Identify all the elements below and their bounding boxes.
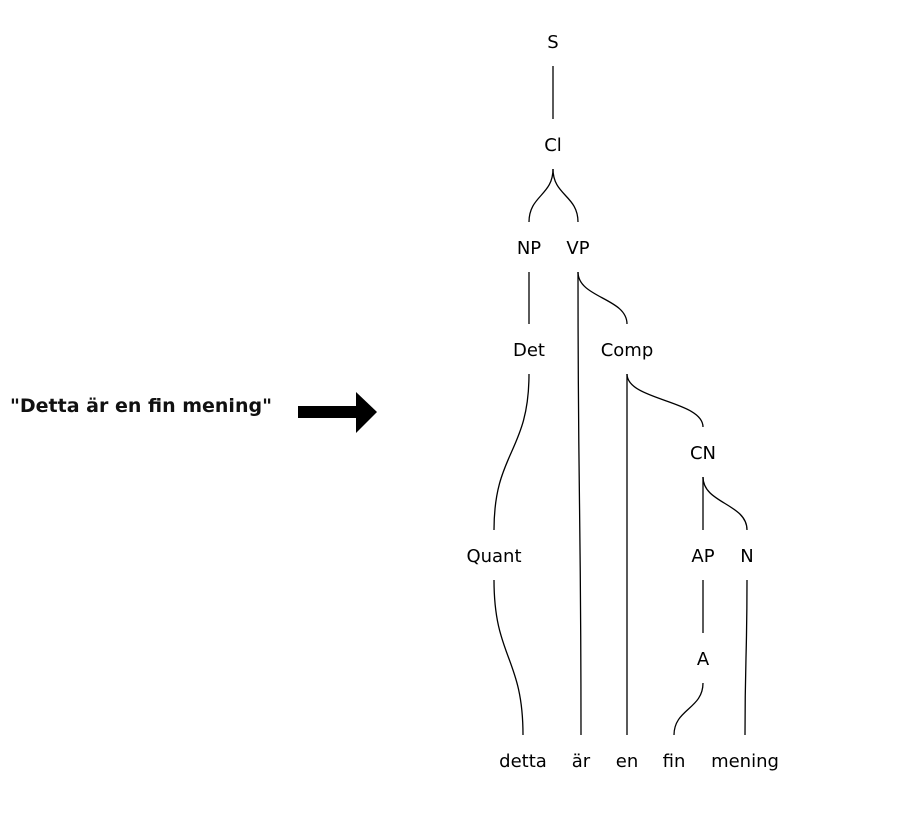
tree-node-n: N <box>740 546 753 567</box>
tree-edge-cl-np <box>528 168 554 223</box>
tree-edge-vp-ar <box>577 271 582 736</box>
tree-node-vp: VP <box>566 238 589 259</box>
leaf-word-detta: detta <box>499 751 547 772</box>
tree-edge-cl-vp <box>552 168 579 223</box>
input-sentence: "Detta är en fin mening" <box>10 395 272 417</box>
tree-node-comp: Comp <box>601 340 654 361</box>
leaf-word-ar: är <box>572 751 591 772</box>
tree-node-quant: Quant <box>466 546 521 567</box>
leaf-word-fin: fin <box>663 751 686 772</box>
tree-node-a: A <box>697 649 710 670</box>
tree-node-s: S <box>547 32 558 53</box>
tree-node-ap: AP <box>691 546 714 567</box>
tree-node-det: Det <box>513 340 545 361</box>
tree-node-cn: CN <box>690 443 716 464</box>
tree-node-cl: Cl <box>544 135 562 156</box>
tree-edge-cn-n <box>702 476 748 531</box>
tree-edge-n-mening <box>744 579 748 736</box>
leaf-word-mening: mening <box>711 751 779 772</box>
tree-edge-a-fin <box>673 682 704 736</box>
tree-node-np: NP <box>517 238 541 259</box>
leaf-word-en: en <box>616 751 638 772</box>
right-arrow-icon <box>298 392 377 433</box>
tree-edge-vp-comp <box>577 271 628 325</box>
tree-edge-det-quant <box>493 373 530 531</box>
tree-edge-comp-cn <box>626 373 704 428</box>
tree-edge-quant-detta <box>493 579 524 736</box>
